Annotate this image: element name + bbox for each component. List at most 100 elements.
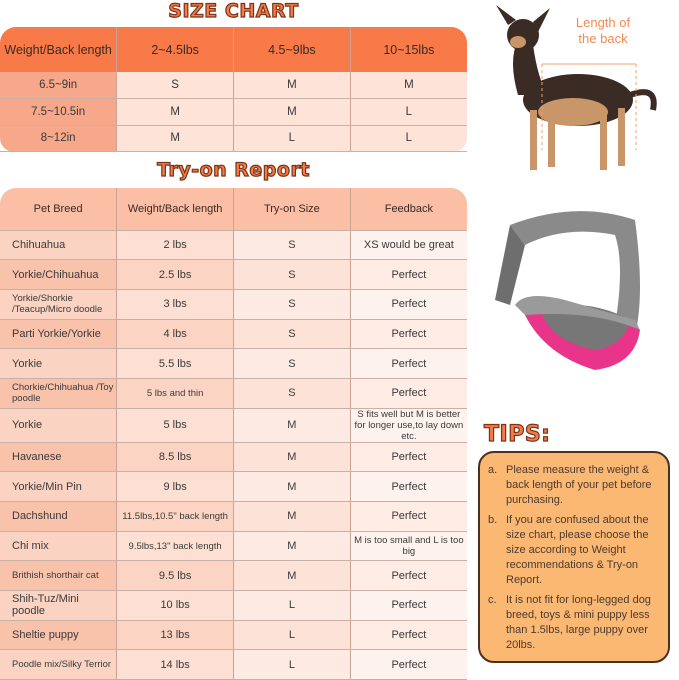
try-on-cell: Yorkie/Chihuahua — [0, 259, 118, 290]
try-on-cell: L — [233, 590, 351, 621]
try-on-cell: S — [233, 230, 351, 261]
try-on-cell: 2.5 lbs — [116, 259, 234, 290]
try-on-cell: 9 lbs — [116, 471, 234, 502]
size-chart-cell: L — [350, 98, 467, 126]
sling-bag-photo — [495, 211, 640, 370]
size-chart-row: 6.5~9in S M M — [0, 72, 467, 99]
tip-item: a. Please measure the weight & back lengt… — [488, 463, 660, 508]
try-on-cell: Chorkie/Chihuahua /Toy poodle — [0, 378, 118, 409]
try-on-row: Shih-Tuz/Mini poodle 10 lbs L Perfect — [0, 590, 467, 621]
try-on-header-cell: Try-on Size — [233, 188, 351, 231]
try-on-header-cell: Weight/Back length — [116, 188, 234, 231]
try-on-cell: S fits well but M is better for longer u… — [350, 408, 467, 443]
try-on-cell: Havanese — [0, 442, 118, 473]
try-on-cell: XS would be great — [350, 230, 467, 261]
size-chart-header-cell: 10~15lbs — [350, 27, 467, 72]
try-on-row: Yorkie/Shorkie /Teacup/Micro doodle 3 lbs… — [0, 289, 467, 320]
try-on-cell: L — [233, 620, 351, 651]
try-on-report-title: Try-on Report — [156, 158, 310, 181]
try-on-cell: Shih-Tuz/Mini poodle — [0, 590, 118, 621]
size-chart-cell: L — [350, 125, 467, 152]
try-on-cell: 9.5lbs,13" back length — [116, 531, 234, 562]
try-on-header-row: Pet Breed Weight/Back length Try-on Size Fe… — [0, 188, 467, 231]
size-chart-row: 7.5~10.5in M M L — [0, 98, 467, 126]
tips-title: TIPS: — [483, 421, 551, 447]
size-chart-cell: M — [116, 98, 234, 126]
try-on-cell: 5.5 lbs — [116, 348, 234, 379]
try-on-cell: Perfect — [350, 620, 467, 651]
tip-text: Please measure the weight & back length … — [506, 464, 652, 506]
size-chart-cell: 6.5~9in — [0, 72, 118, 99]
size-chart-table: Weight/Back length 2~4.5lbs 4.5~9lbs 10~15l… — [0, 27, 467, 152]
size-chart-cell: M — [350, 72, 467, 99]
try-on-cell: Dachshund — [0, 501, 118, 532]
try-on-cell: Perfect — [350, 471, 467, 502]
try-on-row: Yorkie 5.5 lbs S Perfect — [0, 348, 467, 379]
try-on-cell: S — [233, 378, 351, 409]
try-on-cell: 5 lbs and thin — [116, 378, 234, 409]
size-chart-cell: S — [116, 72, 234, 99]
try-on-cell: 2 lbs — [116, 230, 234, 261]
size-chart-header-cell: 4.5~9lbs — [233, 27, 351, 72]
try-on-cell: S — [233, 348, 351, 379]
try-on-cell: 13 lbs — [116, 620, 234, 651]
try-on-cell: Sheltie puppy — [0, 620, 118, 651]
try-on-row: Yorkie/Min Pin 9 lbs M Perfect — [0, 471, 467, 502]
size-chart-cell: L — [233, 125, 351, 152]
try-on-cell: Brithish shorthair cat — [0, 560, 118, 592]
try-on-cell: 8.5 lbs — [116, 442, 234, 473]
tip-text: If you are confused about the size chart… — [506, 514, 649, 586]
try-on-cell: M — [233, 531, 351, 562]
try-on-report-table: Pet Breed Weight/Back length Try-on Size Fe… — [0, 188, 467, 680]
try-on-row: Chi mix 9.5lbs,13" back length M M is too s… — [0, 531, 467, 562]
try-on-cell: 9.5 lbs — [116, 560, 234, 592]
size-chart-cell: 8~12in — [0, 125, 118, 152]
back-length-label: Length of the back — [575, 15, 631, 46]
try-on-cell: Perfect — [350, 378, 467, 409]
try-on-cell: M — [233, 560, 351, 592]
size-chart-header-cell: 2~4.5lbs — [116, 27, 234, 72]
try-on-cell: Perfect — [350, 442, 467, 473]
try-on-cell: Perfect — [350, 590, 467, 621]
try-on-cell: M — [233, 442, 351, 473]
tip-letter: a. — [488, 464, 498, 476]
tip-letter: c. — [488, 594, 497, 606]
try-on-cell: M — [233, 408, 351, 443]
try-on-cell: Perfect — [350, 259, 467, 290]
try-on-cell: Perfect — [350, 560, 467, 592]
try-on-cell: 5 lbs — [116, 408, 234, 443]
try-on-row: Sheltie puppy 13 lbs L Perfect — [0, 620, 467, 651]
try-on-cell: M — [233, 501, 351, 532]
try-on-row: Poodle mix/Silky Terrior 14 lbs L Perfect — [0, 649, 467, 680]
try-on-cell: S — [233, 259, 351, 290]
size-chart-header-row: Weight/Back length 2~4.5lbs 4.5~9lbs 10~15l… — [0, 27, 467, 72]
try-on-cell: M — [233, 471, 351, 502]
try-on-cell: Yorkie/Shorkie /Teacup/Micro doodle — [0, 289, 118, 320]
try-on-cell: Perfect — [350, 319, 467, 350]
size-chart-header-cell: Weight/Back length — [0, 27, 118, 72]
try-on-cell: Poodle mix/Silky Terrior — [0, 649, 118, 680]
size-chart-cell: M — [233, 98, 351, 126]
size-chart-row: 8~12in M L L — [0, 125, 467, 152]
try-on-row: Chihuahua 2 lbs S XS would be great — [0, 230, 467, 261]
try-on-row: Yorkie/Chihuahua 2.5 lbs S Perfect — [0, 259, 467, 290]
try-on-cell: Perfect — [350, 348, 467, 379]
try-on-cell: Chihuahua — [0, 230, 118, 261]
try-on-cell: Yorkie/Min Pin — [0, 471, 118, 502]
try-on-cell: 4 lbs — [116, 319, 234, 350]
try-on-cell: Parti Yorkie/Yorkie — [0, 319, 118, 350]
tip-item: b. If you are confused about the size cha… — [488, 513, 660, 588]
try-on-cell: Yorkie — [0, 348, 118, 379]
try-on-cell: 14 lbs — [116, 649, 234, 680]
try-on-row: Havanese 8.5 lbs M Perfect — [0, 442, 467, 473]
tip-text: It is not fit for long-legged dog breed,… — [506, 594, 651, 651]
try-on-cell: S — [233, 319, 351, 350]
size-chart-cell: M — [116, 125, 234, 152]
try-on-row: Yorkie 5 lbs M S fits well but M is better … — [0, 408, 467, 443]
try-on-cell: Chi mix — [0, 531, 118, 562]
size-chart-cell: 7.5~10.5in — [0, 98, 118, 126]
try-on-row: Dachshund 11.5lbs,10.5" back length M Perfe… — [0, 501, 467, 532]
try-on-row: Brithish shorthair cat 9.5 lbs M Perfect — [0, 560, 467, 592]
try-on-cell: 11.5lbs,10.5" back length — [116, 501, 234, 532]
try-on-cell: Perfect — [350, 649, 467, 680]
